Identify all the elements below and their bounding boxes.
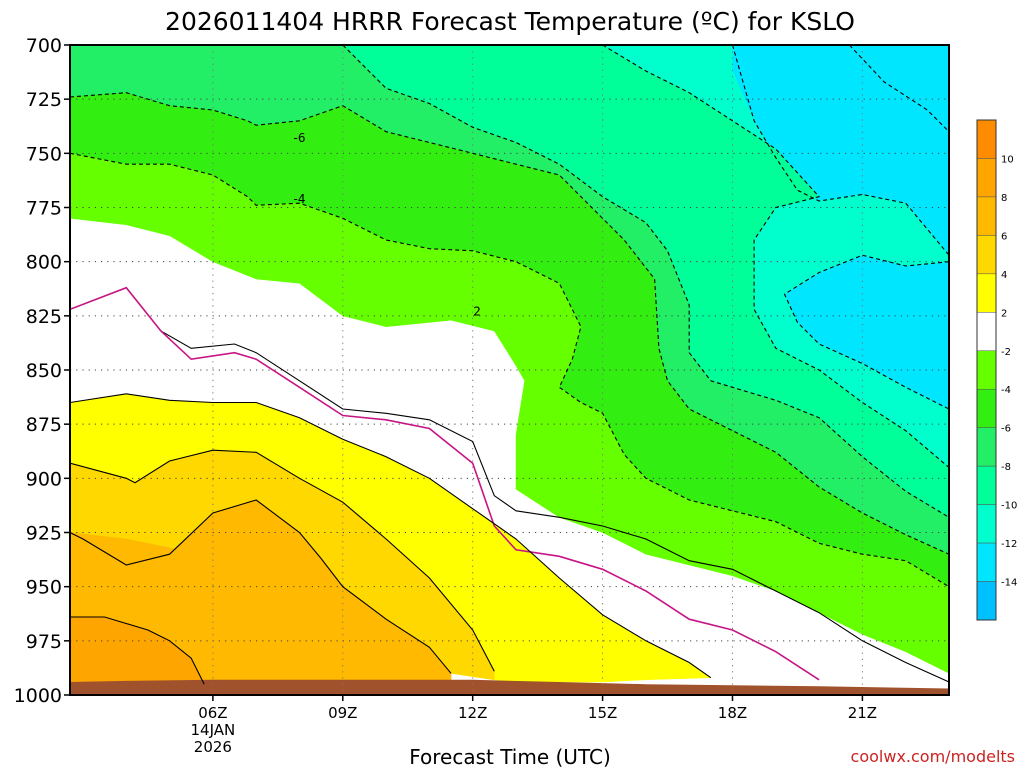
contour-label: 2 [473,305,481,319]
legend-label: -6 [1001,424,1011,435]
legend-label: 8 [1001,193,1007,204]
y-tick-label: 900 [26,468,62,490]
plot-area [70,45,949,695]
legend-frame [976,119,997,621]
legend-swatch [976,196,997,236]
contour-label: -4 [294,192,306,206]
legend-label: -10 [1001,501,1017,512]
legend-swatch [976,158,997,198]
x-tick-date: 14JAN [191,721,236,739]
isotherm-minus2 [70,287,949,683]
isotherm-4 [70,449,495,672]
legend-swatch [976,350,997,390]
y-tick-label: 950 [26,577,62,599]
legend-label: 6 [1001,231,1007,242]
legend-label: 4 [1001,270,1007,281]
legend-swatch [976,235,997,275]
color-legend: 10 8 6 4 2 -2 -4 -6 -8 -10 -12 -14 [976,119,1017,621]
x-tick-label: 21Z [848,704,877,722]
y-tick-label: 700 [26,35,62,57]
legend-label: -4 [1001,385,1011,396]
isotherm-0 [70,286,820,681]
y-tick-label: 975 [26,631,62,653]
isotherm-6 [70,499,452,674]
x-tick-label: 06Z [198,704,227,722]
isotherm-minus4 [70,152,949,588]
legend-swatch [976,465,997,505]
x-tick-label: 18Z [718,704,747,722]
isotherm-minus10 [602,45,949,468]
chart-title: 2026011404 HRRR Forecast Temperature (ºC… [165,7,855,36]
legend-label: 10 [1001,154,1014,165]
isotherm-8 [70,616,205,685]
legend-swatch [976,119,997,159]
grid-lines [70,45,949,695]
legend-swatch [976,273,997,313]
legend-swatch [976,581,997,621]
x-tick-label: 15Z [588,704,617,722]
legend-swatch [976,388,997,428]
y-tick-label: 1000 [14,685,62,707]
isotherm-minus12 [783,254,949,410]
legend-swatch [976,312,997,352]
ground-below-surface [70,679,949,695]
isotherm-2 [70,393,712,679]
legend-label: -14 [1001,578,1017,589]
y-tick-label: 875 [26,414,62,436]
x-tick-year: 2026 [194,738,232,756]
x-axis-label: Forecast Time (UTC) [409,745,611,768]
y-tick-label: 925 [26,523,62,545]
y-axis: 700 725 750 775 800 825 850 875 900 925 950 975 1000 [14,35,70,707]
isotherm-minus12 [731,45,949,256]
legend-label: -2 [1001,347,1011,358]
y-tick-label: 825 [26,306,62,328]
credit-link[interactable]: coolwx.com/modelts [851,747,1015,766]
isotherm-minus8 [342,45,949,518]
legend-label: 2 [1001,308,1007,319]
y-tick-label: 750 [26,143,62,165]
x-tick-label: 12Z [458,704,487,722]
legend-label: -12 [1001,539,1017,550]
isotherm-contours: -6 -4 2 [70,45,949,685]
y-tick-label: 775 [26,198,62,220]
y-tick-label: 850 [26,360,62,382]
legend-swatch [976,542,997,582]
x-tick-label: 09Z [328,704,357,722]
y-tick-label: 800 [26,252,62,274]
y-tick-label: 725 [26,89,62,111]
legend-label: -8 [1001,462,1011,473]
contour-label: -6 [294,131,306,145]
legend-swatch [976,504,997,544]
legend-swatch [976,427,997,467]
